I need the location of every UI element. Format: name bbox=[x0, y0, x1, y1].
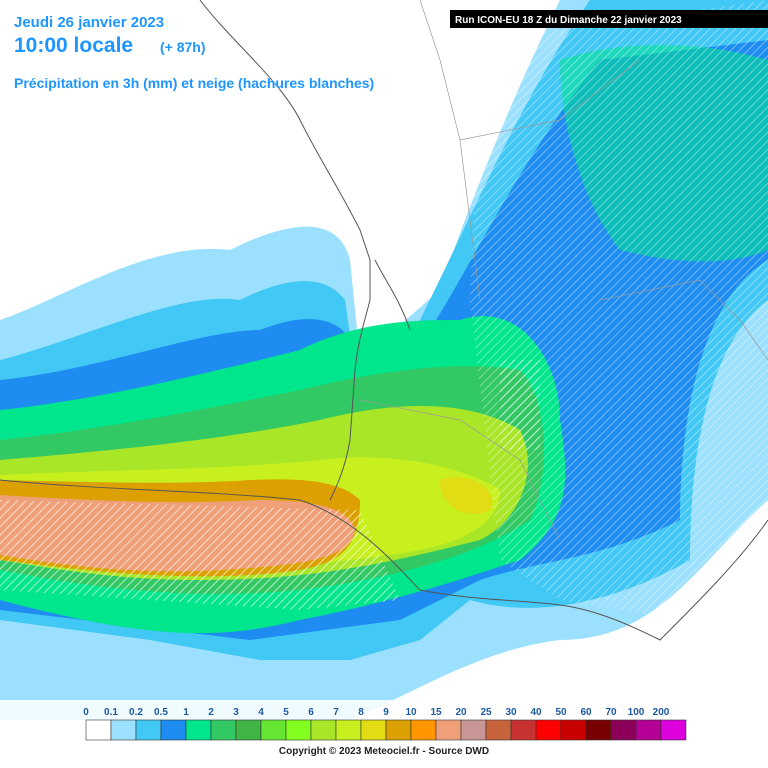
legend-label: 70 bbox=[605, 707, 617, 718]
precipitation-field bbox=[0, 0, 768, 720]
legend-label: 30 bbox=[505, 707, 517, 718]
legend-label: 5 bbox=[283, 707, 289, 718]
legend-swatch bbox=[460, 719, 487, 741]
legend-swatch bbox=[185, 719, 212, 741]
legend-label: 15 bbox=[430, 707, 442, 718]
legend-label: 40 bbox=[530, 707, 542, 718]
legend-swatch bbox=[410, 719, 437, 741]
legend-label: 0.2 bbox=[129, 707, 143, 718]
legend-swatch bbox=[135, 719, 162, 741]
legend-swatch bbox=[435, 719, 462, 741]
legend-swatch bbox=[385, 719, 412, 741]
legend-label: 10 bbox=[405, 707, 417, 718]
legend-label: 100 bbox=[628, 707, 645, 718]
legend-label: 0.1 bbox=[104, 707, 118, 718]
legend-swatch bbox=[235, 719, 262, 741]
legend-swatch bbox=[610, 719, 637, 741]
legend-label: 25 bbox=[480, 707, 492, 718]
legend-swatch bbox=[110, 719, 137, 741]
legend-label: 1 bbox=[183, 707, 189, 718]
legend-swatch bbox=[560, 719, 587, 741]
subtitle: Précipitation en 3h (mm) et neige (hachu… bbox=[14, 75, 374, 91]
legend-label: 7 bbox=[333, 707, 339, 718]
legend-label: 8 bbox=[358, 707, 364, 718]
legend-swatch bbox=[635, 719, 662, 741]
copyright: Copyright © 2023 Meteociel.fr - Source D… bbox=[279, 746, 489, 757]
legend-swatch bbox=[285, 719, 312, 741]
legend-swatch bbox=[535, 719, 562, 741]
lead-time: (+ 87h) bbox=[160, 39, 206, 55]
run-info: Run ICON-EU 18 Z du Dimanche 22 janvier … bbox=[455, 15, 682, 26]
legend-swatch bbox=[585, 719, 612, 741]
run-box bbox=[450, 10, 768, 28]
legend-swatch bbox=[360, 719, 387, 741]
legend-label: 20 bbox=[455, 707, 467, 718]
legend-label: 0 bbox=[83, 707, 89, 718]
legend-label: 4 bbox=[258, 707, 264, 718]
legend-swatch bbox=[510, 719, 537, 741]
legend-swatch bbox=[210, 719, 237, 741]
legend-label: 60 bbox=[580, 707, 592, 718]
legend-label: 6 bbox=[308, 707, 314, 718]
legend-label: 2 bbox=[208, 707, 214, 718]
legend-swatch bbox=[335, 719, 362, 741]
legend-swatch bbox=[485, 719, 512, 741]
legend-label: 50 bbox=[555, 707, 567, 718]
time: 10:00 locale bbox=[14, 34, 133, 57]
legend-swatch bbox=[85, 719, 112, 741]
legend-swatch bbox=[260, 719, 287, 741]
date: Jeudi 26 janvier 2023 bbox=[14, 14, 164, 31]
legend-label: 200 bbox=[653, 707, 670, 718]
legend-label: 9 bbox=[383, 707, 389, 718]
coastlines bbox=[0, 0, 768, 641]
legend-swatch bbox=[660, 719, 687, 741]
legend: 0 0.1 0.2 0.5 1 2 3 4 5 6 7 8 9 10 15 20 25 30 40 50 60 70 100… bbox=[83, 707, 687, 741]
legend-swatch bbox=[310, 719, 337, 741]
legend-label: 3 bbox=[233, 707, 239, 718]
legend-swatch bbox=[160, 719, 187, 741]
legend-label: 0.5 bbox=[154, 707, 168, 718]
